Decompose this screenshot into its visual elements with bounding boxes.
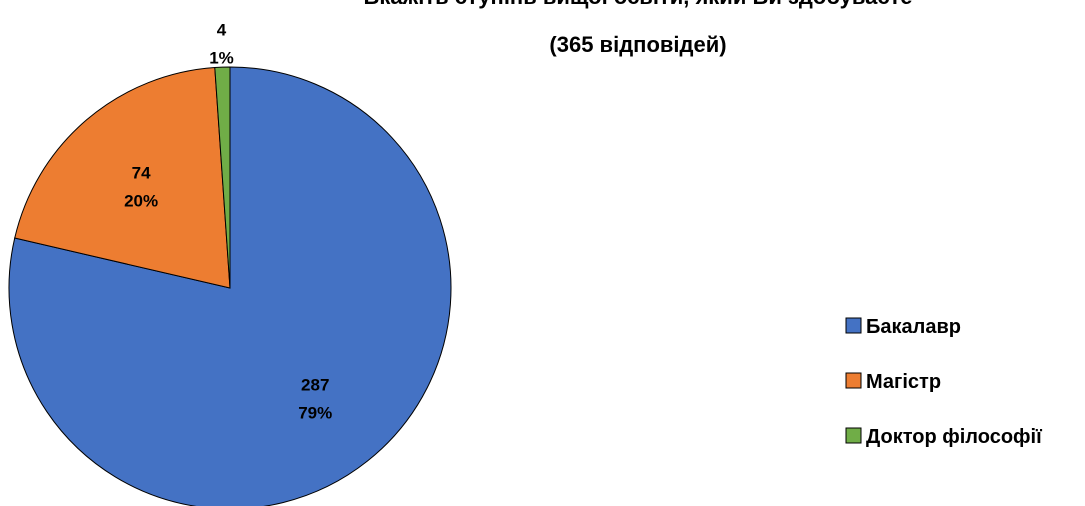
slice-doktor-filosofii: [214, 66, 231, 289]
legend-swatch: [845, 317, 862, 334]
legend-label: Доктор філософії: [866, 426, 1042, 448]
legend-label: Магістр: [866, 371, 941, 393]
data-label-percent: 20%: [124, 192, 158, 211]
legend-swatch: [845, 372, 862, 389]
data-label-percent: 79%: [298, 403, 332, 422]
data-label-value: 287: [301, 375, 329, 394]
legend-swatch: [845, 427, 862, 444]
legend: Бакалавр Магістр Доктор філософії: [845, 316, 1042, 448]
legend-label: Бакалавр: [866, 316, 961, 338]
data-labels: 287 79% 74 20% 4 1%: [124, 21, 332, 423]
pie-slices: [8, 66, 452, 506]
data-label-percent: 1%: [209, 49, 234, 68]
data-label-value: 4: [217, 21, 227, 40]
data-label-value: 74: [132, 164, 151, 183]
slice-mahistr: [14, 66, 231, 289]
slice-bakalavr: [8, 66, 452, 506]
chart-subtitle: (365 відповідей): [549, 32, 726, 57]
chart-title: Вкажіть ступінь вищої освіти, який Ви зд…: [363, 0, 912, 9]
